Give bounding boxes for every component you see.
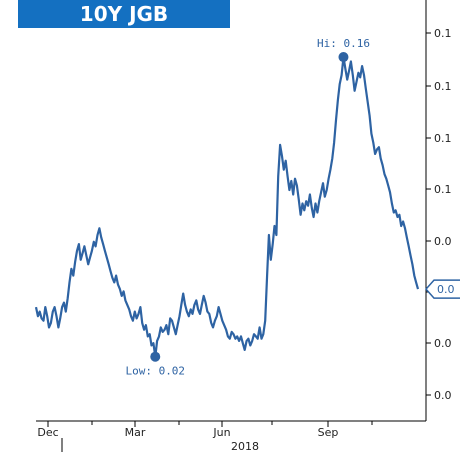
last-value-label: 0.0 — [437, 283, 455, 296]
x-tick-label: Jun — [212, 426, 230, 439]
series-line — [34, 55, 420, 358]
y-tick-label: 0.0 — [434, 389, 452, 402]
y-tick-label: 0.1 — [434, 132, 452, 145]
x-axis-title: 2018 — [231, 440, 259, 453]
y-tick-label: 0.1 — [434, 80, 452, 93]
low-marker — [150, 351, 161, 362]
chart-title: 10Y JGB — [18, 0, 230, 28]
hi-label: Hi: 0.16 — [317, 37, 370, 50]
x-tick-label: Mar — [125, 426, 146, 439]
y-tick-label: 0.0 — [434, 337, 452, 350]
y-tick-label: 0.0 — [434, 235, 452, 248]
x-tick-label: Dec — [37, 426, 58, 439]
hi-marker — [338, 52, 349, 63]
y-tick-label: 0.1 — [434, 183, 452, 196]
x-tick-label: Sep — [318, 426, 339, 439]
last-value-tag — [424, 279, 460, 299]
low-label: Low: 0.02 — [125, 365, 185, 378]
y-tick-label: 0.1 — [434, 27, 452, 40]
